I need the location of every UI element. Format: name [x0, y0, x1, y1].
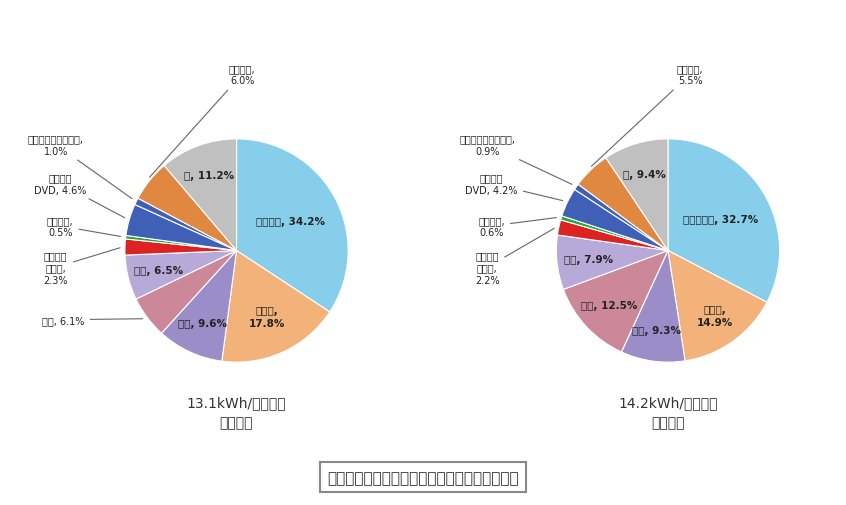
Text: 他, 11.2%: 他, 11.2%	[184, 171, 233, 181]
Text: エアコン, 34.2%: エアコン, 34.2%	[256, 217, 325, 227]
Wedge shape	[563, 251, 668, 352]
Text: 待機電力,
6.0%: 待機電力, 6.0%	[150, 64, 255, 178]
Wedge shape	[668, 139, 780, 302]
Wedge shape	[668, 251, 767, 361]
Wedge shape	[558, 221, 668, 251]
Text: 他, 9.4%: 他, 9.4%	[624, 169, 666, 179]
Text: パソコン・ルーター,
1.0%: パソコン・ルーター, 1.0%	[28, 134, 132, 199]
Text: 冷蔵庫,
14.9%: 冷蔵庫, 14.9%	[696, 305, 733, 328]
Wedge shape	[162, 251, 237, 362]
Wedge shape	[138, 166, 237, 251]
Wedge shape	[125, 239, 237, 256]
Text: エアコン等, 32.7%: エアコン等, 32.7%	[683, 214, 758, 224]
Wedge shape	[222, 251, 330, 363]
Text: 炊事, 6.5%: 炊事, 6.5%	[134, 266, 183, 276]
Text: 給湯, 12.5%: 給湯, 12.5%	[581, 300, 637, 311]
Wedge shape	[562, 190, 668, 251]
Text: 照明, 9.6%: 照明, 9.6%	[179, 319, 228, 329]
Wedge shape	[136, 251, 237, 333]
Text: テレビ・
DVD, 4.6%: テレビ・ DVD, 4.6%	[34, 173, 124, 218]
Wedge shape	[135, 199, 237, 251]
Wedge shape	[126, 205, 237, 251]
Text: テレビ・
DVD, 4.2%: テレビ・ DVD, 4.2%	[465, 173, 563, 201]
Text: 照明, 9.3%: 照明, 9.3%	[633, 325, 681, 335]
Text: 洗濯機・
乾燥機,
2.3%: 洗濯機・ 乾燥機, 2.3%	[43, 248, 120, 285]
Wedge shape	[622, 251, 685, 363]
Text: 温水便座,
0.6%: 温水便座, 0.6%	[478, 215, 557, 238]
Text: パソコン・ルーター,
0.9%: パソコン・ルーター, 0.9%	[459, 134, 572, 185]
Wedge shape	[125, 236, 237, 251]
Wedge shape	[606, 139, 668, 251]
Text: 給湯, 6.1%: 給湯, 6.1%	[42, 315, 143, 325]
Wedge shape	[578, 159, 668, 251]
Wedge shape	[125, 251, 237, 299]
Wedge shape	[561, 217, 668, 251]
Text: 炊事, 7.9%: 炊事, 7.9%	[563, 255, 613, 265]
Wedge shape	[574, 185, 668, 251]
Wedge shape	[557, 235, 668, 290]
Text: 温水便座,
0.5%: 温水便座, 0.5%	[47, 215, 121, 238]
Text: 待機電力,
5.5%: 待機電力, 5.5%	[591, 64, 704, 167]
Wedge shape	[237, 139, 349, 312]
Text: 洗濯機・
乾燥機,
2.2%: 洗濯機・ 乾燥機, 2.2%	[475, 229, 554, 285]
Text: 冷蔵庫,
17.8%: 冷蔵庫, 17.8%	[249, 306, 285, 328]
Text: 14.2kWh/世帯・日
（冬季）: 14.2kWh/世帯・日 （冬季）	[618, 396, 717, 429]
Wedge shape	[164, 139, 237, 251]
Text: 13.1kWh/世帯・日
（夏季）: 13.1kWh/世帯・日 （夏季）	[187, 396, 286, 429]
Text: 家庭における家電製品の一日での電力消費割合: 家庭における家電製品の一日での電力消費割合	[327, 470, 519, 485]
